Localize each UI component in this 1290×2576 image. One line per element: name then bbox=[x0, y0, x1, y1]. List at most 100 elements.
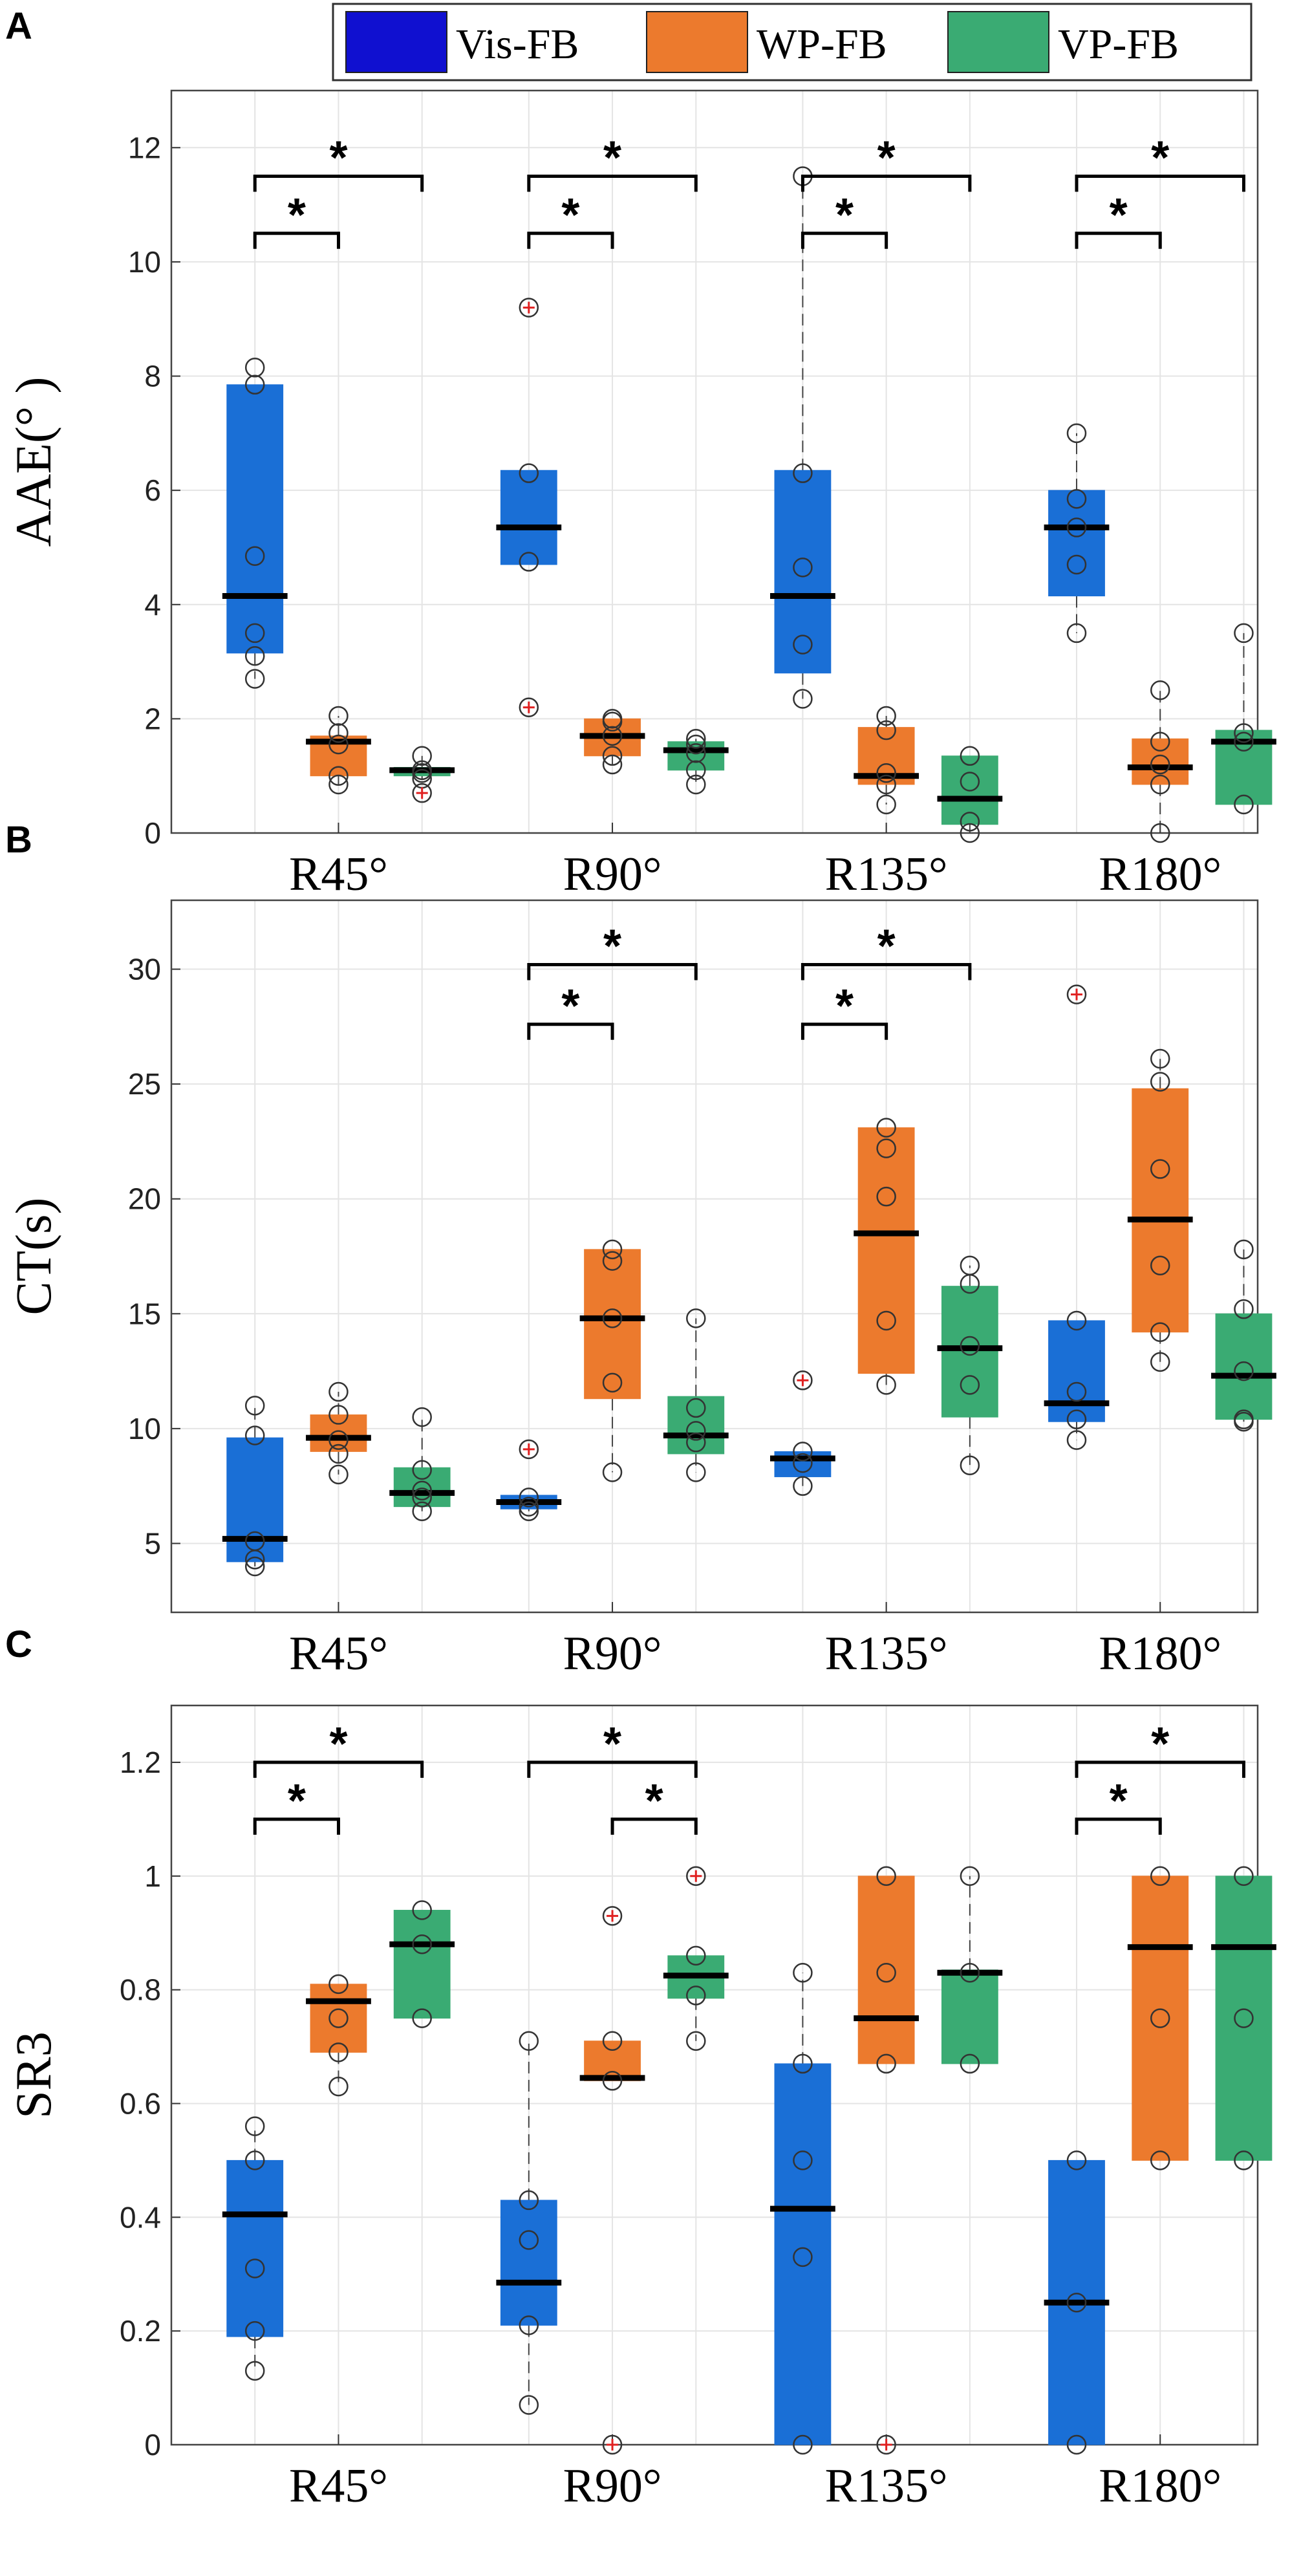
box-vp bbox=[937, 746, 1003, 843]
legend-swatch-vis bbox=[345, 11, 447, 73]
data-point bbox=[519, 1488, 539, 1508]
plot-area-frame bbox=[170, 89, 1259, 834]
data-point bbox=[793, 463, 813, 483]
data-point bbox=[412, 1934, 432, 1954]
data-point bbox=[1150, 754, 1170, 775]
box-vis-iqr bbox=[774, 2063, 832, 2445]
data-point bbox=[244, 2361, 265, 2381]
box-vis bbox=[222, 1396, 288, 1577]
data-point bbox=[876, 706, 896, 726]
data-point bbox=[1066, 2150, 1087, 2170]
data-point bbox=[602, 726, 623, 746]
data-point bbox=[602, 2031, 623, 2051]
x-tick-label: R90° bbox=[563, 848, 662, 901]
box-vp bbox=[389, 746, 455, 803]
data-point bbox=[876, 1186, 896, 1207]
significance-star: * bbox=[1151, 132, 1169, 184]
data-point bbox=[328, 1464, 349, 1485]
data-point bbox=[686, 774, 706, 795]
box-vis bbox=[496, 298, 562, 717]
data-point bbox=[602, 709, 623, 729]
data-point bbox=[686, 1432, 706, 1453]
significance-line bbox=[801, 232, 888, 249]
box-vp bbox=[389, 1407, 455, 1521]
box-vis bbox=[222, 2116, 288, 2381]
data-point bbox=[1150, 1352, 1170, 1372]
box-wp bbox=[306, 706, 371, 795]
box-wp-iqr bbox=[584, 1249, 641, 1400]
data-point bbox=[328, 1444, 349, 1464]
y-axis-label: CT(s) bbox=[5, 1198, 61, 1315]
box-vis-iqr bbox=[774, 1451, 832, 1477]
box-vp-iqr bbox=[667, 1396, 725, 1455]
data-point bbox=[793, 1442, 813, 1462]
significance-bracket: * bbox=[527, 132, 698, 192]
y-axis-label: SR3 bbox=[5, 2031, 61, 2118]
data-point bbox=[519, 2315, 539, 2335]
significance-star: * bbox=[645, 1775, 663, 1827]
panel-b: B 5 10 15 20 25 30 R45° R90° R135° R180° CT(s) * * * * bbox=[5, 819, 1276, 1680]
significance-star: * bbox=[1110, 1775, 1128, 1827]
outlier-point bbox=[686, 1866, 706, 1887]
data-point bbox=[876, 794, 896, 815]
data-point bbox=[412, 1501, 432, 1521]
data-point bbox=[244, 1425, 265, 1445]
significance-star: * bbox=[603, 1718, 621, 1770]
data-point bbox=[960, 2053, 980, 2074]
data-point bbox=[412, 1488, 432, 1508]
data-point bbox=[793, 1453, 813, 1473]
data-point bbox=[1066, 1409, 1087, 1429]
significance-bracket: * bbox=[1075, 1775, 1162, 1835]
data-point bbox=[602, 1462, 623, 1482]
y-tick-label: 20 bbox=[128, 1182, 161, 1216]
significance-line bbox=[527, 1023, 614, 1040]
significance-line bbox=[1075, 232, 1162, 249]
data-point bbox=[1234, 1409, 1254, 1429]
data-point bbox=[328, 774, 349, 795]
box-vp-iqr bbox=[941, 1969, 998, 2064]
data-point bbox=[1066, 554, 1087, 575]
box-vis-iqr bbox=[500, 2200, 557, 2326]
significance-bracket: * bbox=[253, 1775, 340, 1835]
data-point bbox=[960, 812, 980, 832]
y-tick-label: 1.2 bbox=[120, 1746, 161, 1779]
data-point bbox=[876, 1310, 896, 1331]
data-point bbox=[793, 557, 813, 578]
data-point bbox=[876, 774, 896, 795]
box-vis-iqr bbox=[774, 470, 832, 674]
data-point bbox=[1234, 731, 1254, 752]
significance-line bbox=[1075, 1817, 1162, 1835]
data-point bbox=[412, 1460, 432, 1480]
data-point bbox=[602, 1251, 623, 1271]
significance-bracket: * bbox=[253, 189, 340, 249]
data-point bbox=[1150, 1322, 1170, 1342]
x-tick-label: R90° bbox=[563, 2460, 662, 2513]
data-point bbox=[960, 823, 980, 843]
data-point bbox=[1234, 1866, 1254, 1887]
significance-line bbox=[527, 232, 614, 249]
box-vp bbox=[663, 729, 729, 795]
panel-a: A 0 2 4 6 8 10 12 R45° R90° R135° R180° AAE(° ) * * * * *… bbox=[5, 5, 1276, 901]
box-vis bbox=[222, 358, 288, 689]
data-point bbox=[686, 734, 706, 755]
box-vis bbox=[1044, 2150, 1110, 2455]
y-tick-label: 6 bbox=[144, 473, 161, 507]
y-axis-label: AAE(° ) bbox=[5, 377, 61, 547]
box-vp-iqr bbox=[393, 1467, 451, 1508]
box-vp bbox=[663, 1308, 729, 1482]
significance-bracket: * bbox=[527, 189, 614, 249]
data-point bbox=[1066, 1381, 1087, 1402]
significance-bracket: * bbox=[253, 132, 424, 192]
data-point bbox=[412, 1480, 432, 1501]
y-tick-label: 0.6 bbox=[120, 2086, 161, 2120]
data-point bbox=[876, 1375, 896, 1395]
data-point bbox=[876, 1962, 896, 1983]
data-point bbox=[1150, 2150, 1170, 2170]
significance-bracket: * bbox=[527, 1718, 698, 1778]
y-tick-label: 0 bbox=[144, 816, 161, 850]
data-point bbox=[793, 2150, 813, 2170]
box-vis-iqr bbox=[1048, 490, 1105, 597]
significance-star: * bbox=[329, 132, 347, 184]
data-point bbox=[1234, 2150, 1254, 2170]
